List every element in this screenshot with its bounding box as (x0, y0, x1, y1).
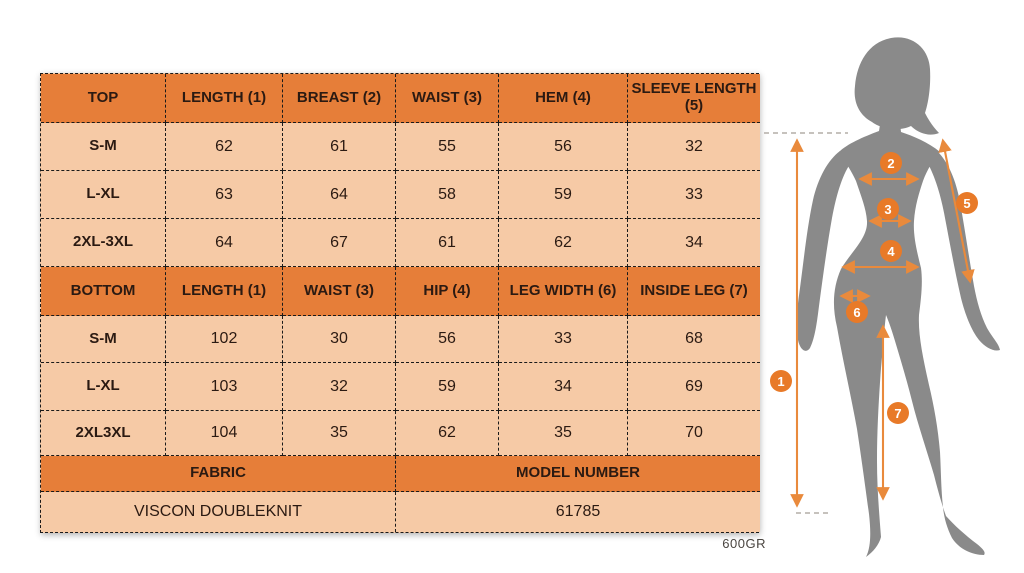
badge-5-icon (956, 192, 978, 214)
measurement-value: 58 (396, 171, 499, 219)
badge-7-icon (887, 402, 909, 424)
measurement-figure: 1 2 3 4 5 6 7 (764, 37, 1000, 557)
bottom-header-cell: HIP (4) (396, 267, 499, 316)
size-chart-table: TOP LENGTH (1) BREAST (2) WAIST (3) HEM … (40, 73, 760, 533)
measurement-value: 59 (499, 171, 628, 219)
badge-2-number: 2 (887, 156, 894, 171)
top-header-cell: WAIST (3) (396, 74, 499, 123)
size-label: L-XL (41, 171, 166, 219)
bottom-header-cell: WAIST (3) (283, 267, 396, 316)
measurement-value: 63 (166, 171, 283, 219)
badge-6-number: 6 (853, 305, 860, 320)
measurement-value: 33 (499, 316, 628, 363)
badge-1-number: 1 (777, 374, 784, 389)
measurement-value: 32 (628, 123, 760, 171)
measurement-value: 62 (396, 411, 499, 456)
size-label: L-XL (41, 363, 166, 411)
top-header-cell: BREAST (2) (283, 74, 396, 123)
bottom-header-cell: LENGTH (1) (166, 267, 283, 316)
measurement-value: 64 (283, 171, 396, 219)
measurement-value: 59 (396, 363, 499, 411)
top-header-cell: SLEEVE LENGTH (5) (628, 74, 760, 123)
measurement-value: 69 (628, 363, 760, 411)
measurement-value: 64 (166, 219, 283, 267)
bottom-header-cell: INSIDE LEG (7) (628, 267, 760, 316)
bottom-header-cell: LEG WIDTH (6) (499, 267, 628, 316)
measurement-value: 62 (499, 219, 628, 267)
badge-4-number: 4 (887, 244, 895, 259)
badge-1-icon (770, 370, 792, 392)
badge-5-number: 5 (963, 196, 970, 211)
arrow-sleeve-5 (938, 138, 975, 284)
measurement-value: 67 (283, 219, 396, 267)
badge-4-icon (880, 240, 902, 262)
top-header-cell: TOP (41, 74, 166, 123)
measurement-value: 68 (628, 316, 760, 363)
measurement-value: 35 (499, 411, 628, 456)
size-label: 2XL3XL (41, 411, 166, 456)
weight-note: 600GR (722, 536, 766, 551)
fabric-header-cell: FABRIC (41, 456, 396, 492)
silhouette-body (833, 106, 985, 557)
measurement-value: 34 (499, 363, 628, 411)
badge-3-number: 3 (884, 202, 891, 217)
badge-2-icon (880, 152, 902, 174)
measurement-value: 32 (283, 363, 396, 411)
measurement-value: 61 (283, 123, 396, 171)
measurement-value: 56 (396, 316, 499, 363)
measurement-value: 61 (396, 219, 499, 267)
model-number-value: 61785 (396, 492, 760, 532)
top-header-cell: LENGTH (1) (166, 74, 283, 123)
measurement-value: 56 (499, 123, 628, 171)
bottom-header-cell: BOTTOM (41, 267, 166, 316)
measurement-value: 104 (166, 411, 283, 456)
size-label: S-M (41, 316, 166, 363)
silhouette-left-arm (796, 151, 850, 351)
top-header-cell: HEM (4) (499, 74, 628, 123)
measurement-value: 102 (166, 316, 283, 363)
size-label: 2XL-3XL (41, 219, 166, 267)
measurement-value: 34 (628, 219, 760, 267)
measurement-value: 103 (166, 363, 283, 411)
size-label: S-M (41, 123, 166, 171)
measurement-value: 55 (396, 123, 499, 171)
measurement-value: 33 (628, 171, 760, 219)
measurement-badges: 1 2 3 4 5 6 7 (770, 152, 978, 424)
measurement-value: 70 (628, 411, 760, 456)
silhouette-head (854, 37, 939, 135)
badge-3-icon (877, 198, 899, 220)
badge-7-number: 7 (894, 406, 901, 421)
measurement-value: 30 (283, 316, 396, 363)
model-number-header-cell: MODEL NUMBER (396, 456, 760, 492)
badge-6-icon (846, 301, 868, 323)
measurement-value: 62 (166, 123, 283, 171)
fabric-value: VISCON DOUBLEKNIT (41, 492, 396, 532)
woman-silhouette-graphic (796, 37, 1000, 557)
measurement-value: 35 (283, 411, 396, 456)
